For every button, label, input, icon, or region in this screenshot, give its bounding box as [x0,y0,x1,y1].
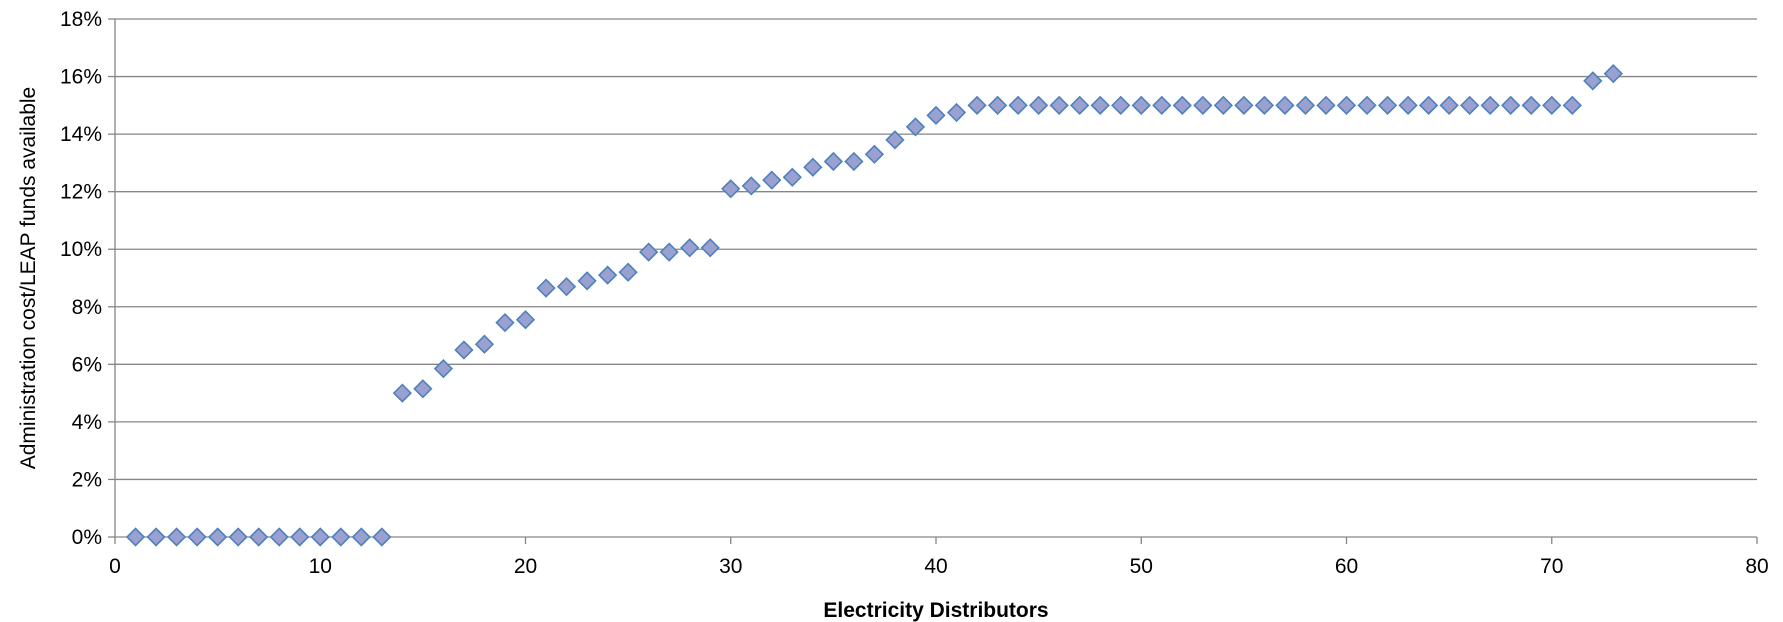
x-tick-label: 20 [514,555,537,578]
data-point [700,238,720,258]
data-point [331,527,351,547]
data-point [1460,95,1480,115]
x-axis-title: Electricity Distributors [823,599,1048,622]
data-point [269,527,289,547]
x-tick-label: 10 [309,555,332,578]
data-point [166,527,187,547]
data-point [1234,95,1254,115]
data-point [125,527,146,547]
data-point [1049,95,1069,115]
data-point [207,527,228,547]
data-point [1316,95,1336,115]
data-point [1521,95,1541,115]
data-point [187,527,207,547]
data-point [1172,95,1192,115]
data-point [249,527,269,547]
data-point [926,105,946,126]
data-point [946,102,967,123]
data-point [844,151,864,172]
data-point [680,238,700,258]
data-point [597,265,618,285]
data-point [1583,71,1603,91]
x-tick-label: 80 [1745,555,1768,578]
data-point [1357,95,1377,115]
data-point [1377,95,1398,115]
data-point [1480,95,1500,115]
data-point [392,383,412,403]
data-point [1542,95,1562,115]
data-point [721,179,741,199]
data-point [310,527,330,547]
data-point [1439,95,1459,115]
data-point [1028,95,1049,115]
x-tick-label: 30 [719,555,742,578]
data-point [413,379,433,399]
data-point [1603,64,1623,84]
data-point [803,157,823,177]
y-tick-label: 0% [72,526,102,549]
data-point [1131,95,1151,115]
data-point [659,242,679,262]
data-point [741,176,761,196]
data-point [146,527,166,547]
y-tick-label: 2% [72,468,102,491]
data-point [1418,95,1439,115]
data-point [290,527,310,547]
y-tick-label: 6% [72,353,102,376]
data-point [372,527,392,547]
data-point [885,130,905,150]
data-point [536,278,556,298]
data-point [1295,95,1316,115]
data-point [1254,95,1275,115]
data-point [782,167,802,187]
y-tick-label: 12% [60,181,102,204]
x-tick-label: 70 [1540,555,1563,578]
data-point [556,277,577,297]
y-tick-label: 14% [60,123,102,146]
data-point [987,95,1008,115]
y-axis-title: Administration cost/LEAP funds available [17,87,40,470]
data-point [454,340,474,360]
data-points [125,64,1623,547]
data-point [762,170,782,190]
y-tick-label: 8% [72,296,102,319]
y-tick-label: 18% [60,8,102,31]
data-point [905,117,926,137]
data-point [577,271,597,291]
data-point [351,527,371,547]
data-point [1562,95,1582,115]
data-point [1008,95,1028,115]
y-tick-label: 10% [60,238,102,261]
data-point [1336,95,1357,115]
data-point [967,95,987,115]
data-point [474,334,495,354]
x-tick-label: 40 [924,555,947,578]
data-point [495,312,515,333]
data-point [1275,95,1295,115]
data-point [1213,95,1233,115]
data-point [1398,95,1418,115]
data-point [228,527,248,547]
tick-labels: 0% 2% 4% 6% 8% 10% 12% 14% 16% 18% 0 10 20 30 40 50 60 70… [60,8,1769,578]
data-point [1090,95,1110,115]
data-point [515,310,536,330]
x-tick-label: 50 [1130,555,1153,578]
data-point [433,359,454,379]
gridlines [115,18,1757,481]
y-tick-label: 4% [72,411,102,434]
x-tick-label: 0 [109,555,121,578]
data-point [1070,95,1090,115]
x-tick-label: 60 [1335,555,1358,578]
data-point [1111,95,1131,115]
data-point [864,144,885,164]
y-tick-label: 16% [60,66,102,89]
data-point [823,151,844,172]
data-point [639,242,659,262]
data-point [618,262,638,282]
data-point [1193,95,1213,115]
data-point [1501,95,1521,115]
data-point [1152,95,1172,115]
